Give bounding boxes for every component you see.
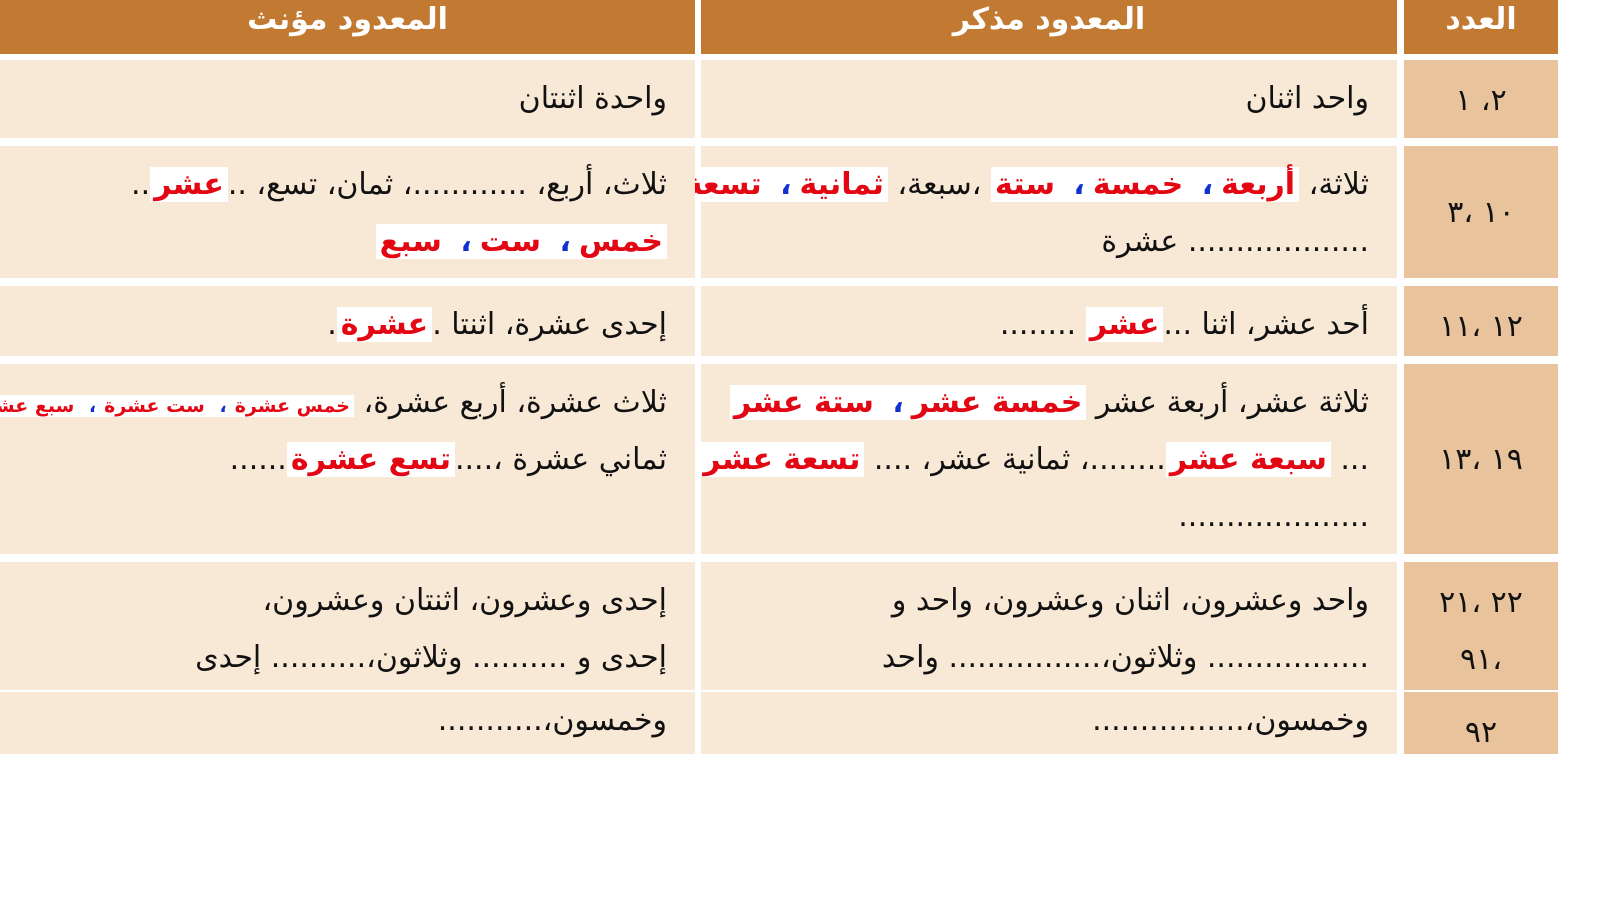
answer-highlight: ، <box>215 395 231 417</box>
text-line: إحدى و .......... وثلاثون،.......... إحد… <box>10 629 667 686</box>
answer-highlight: تسع عشرة <box>286 442 455 477</box>
text-segment: ثماني عشرة ،.... <box>454 442 667 477</box>
answer-highlight: ، <box>1197 167 1218 202</box>
number-value: ٢، ١ <box>1455 83 1507 118</box>
number-value: ٢٢ ،٢١ <box>1439 585 1523 620</box>
text-line: ثلاثة، أربعة، خمسة، ستة ،سبعة، ثمانية، ت… <box>671 156 1369 213</box>
text-line: إحدى عشرة، اثنتا .عشرة. <box>10 296 667 353</box>
number-value: ١٢ ،١١ <box>1439 309 1523 344</box>
number-value: ١٠ ،٣ <box>1447 194 1515 230</box>
number-cell: ١٩ ،١٣ <box>1404 364 1558 554</box>
number-cell: ٢٢ ،٢١ ،٩١ <box>1404 562 1558 690</box>
text-segment: إحدى عشرة، اثنتا . <box>432 307 667 342</box>
answer-highlight: ، <box>456 224 476 259</box>
number-value: ،٩١ <box>1460 642 1502 677</box>
answer-highlight: ست <box>475 224 556 259</box>
answer-highlight: عشر <box>1085 307 1164 342</box>
number-cell: ١٠ ،٣ <box>1404 146 1558 278</box>
text-segment: واحدة اثنتان <box>518 81 667 116</box>
answer-highlight: سبع عشرة <box>0 395 85 417</box>
text-line: ... سبعة عشر........، ثمانية عشر، .... ت… <box>699 431 1369 488</box>
text-segment: ...... <box>229 442 287 477</box>
text-segment: إحدى و .......... وثلاثون،.......... إحد… <box>195 640 667 675</box>
answer-highlight: ، <box>888 385 908 420</box>
text-segment: واحد اثنان <box>1245 81 1369 116</box>
text-line: ثلاثة عشر، أربعة عشر خمسة عشر، ستة عشر <box>711 374 1369 431</box>
answer-highlight: ستة <box>991 167 1070 202</box>
answer-highlight: سبع <box>375 224 457 259</box>
text-segment: ................. وثلاثون،..............… <box>881 640 1369 675</box>
header-masculine: المعدود مذكر <box>701 0 1397 54</box>
masculine-cell: واحد وعشرون، اثنان وعشرون، واحد و.......… <box>701 562 1397 690</box>
text-segment: ... <box>1330 442 1369 477</box>
text-segment: ،سبعة، <box>887 167 992 202</box>
masculine-cell: واحد اثنان <box>701 60 1397 138</box>
text-line: وخمسون،........... <box>10 692 667 749</box>
text-segment: .................... <box>1178 499 1369 534</box>
answer-highlight: تسعة <box>680 167 777 202</box>
text-line: ثلاث عشرة، أربع عشرة، خمس عشرة، ست عشرة،… <box>0 374 667 431</box>
masculine-cell: وخمسون،................ <box>701 692 1397 754</box>
masculine-cell: أحد عشر، اثنا ...عشر ........ <box>701 286 1397 356</box>
answer-highlight: خمس <box>574 224 667 259</box>
feminine-cell: واحدة اثنتان <box>0 60 695 138</box>
answer-highlight: أربعة <box>1217 167 1300 202</box>
answer-highlight: خمسة عشر <box>907 385 1087 420</box>
answer-highlight: ثمانية <box>795 167 888 202</box>
answer-highlight: ، <box>776 167 796 202</box>
number-cell: ٩٢ <box>1404 692 1558 754</box>
text-segment: ثلاث، أربع، ............، ثمان، تسع، .. <box>227 167 667 202</box>
text-segment: وخمسون،................ <box>1092 703 1369 738</box>
text-line: أحد عشر، اثنا ...عشر ........ <box>711 296 1369 353</box>
text-line: واحد اثنان <box>711 70 1369 127</box>
text-segment: ثلاثة، <box>1299 167 1369 202</box>
text-line: ثماني عشرة ،....تسع عشرة...... <box>10 431 667 488</box>
answer-highlight: ، <box>1069 167 1089 202</box>
answer-highlight: ستة عشر <box>729 385 889 420</box>
text-segment: .. <box>131 167 151 202</box>
feminine-cell: إحدى عشرة، اثنتا .عشرة. <box>0 286 695 356</box>
number-value: ١٩ ،١٣ <box>1439 441 1523 477</box>
answer-highlight: خمسة <box>1088 167 1198 202</box>
text-segment: ثلاث عشرة، أربع عشرة، <box>353 385 667 420</box>
answer-highlight: عشرة <box>336 307 433 342</box>
answer-highlight: ، <box>555 224 575 259</box>
masculine-cell: ثلاثة عشر، أربعة عشر خمسة عشر، ستة عشر..… <box>699 364 1397 554</box>
answer-highlight: عشر <box>150 167 228 202</box>
feminine-cell: ثلاث عشرة، أربع عشرة، خمس عشرة، ست عشرة،… <box>0 364 695 554</box>
text-segment: ........، ثمانية عشر، .... <box>864 442 1166 477</box>
text-segment: ................... عشرة <box>1101 224 1369 259</box>
text-segment: واحد وعشرون، اثنان وعشرون، واحد و <box>891 583 1369 618</box>
text-segment: أحد عشر، اثنا ... <box>1163 307 1369 342</box>
feminine-cell: ثلاث، أربع، ............، ثمان، تسع، ..ع… <box>0 146 695 278</box>
text-segment: ........ <box>999 307 1086 342</box>
text-segment: . <box>327 307 337 342</box>
feminine-cell: إحدى وعشرون، اثنتان وعشرون، إحدى و ......… <box>0 562 695 690</box>
header-feminine: المعدود مؤنث <box>0 0 695 54</box>
text-segment: إحدى وعشرون، اثنتان وعشرون، <box>262 583 668 618</box>
answer-highlight: خمس عشرة <box>230 395 354 417</box>
text-line: وخمسون،................ <box>711 692 1369 749</box>
text-line: واحد وعشرون، اثنان وعشرون، واحد و <box>711 572 1369 629</box>
answer-highlight: سبعة عشر <box>1165 442 1331 477</box>
text-line: ................. وثلاثون،..............… <box>711 629 1369 686</box>
text-segment: ثلاثة عشر، أربعة عشر <box>1086 385 1369 420</box>
feminine-cell: وخمسون،........... <box>0 692 695 754</box>
masculine-cell: ثلاثة، أربعة، خمسة، ستة ،سبعة، ثمانية، ت… <box>671 146 1397 278</box>
answer-highlight: تسعة عشر <box>699 442 865 477</box>
number-value: ٩٢ <box>1464 715 1498 750</box>
answer-highlight: ، <box>84 395 101 417</box>
text-line: إحدى وعشرون، اثنتان وعشرون، <box>10 572 668 629</box>
text-line: .................... <box>711 488 1369 545</box>
number-cell: ٢، ١ <box>1404 60 1558 138</box>
text-line: ثلاث، أربع، ............، ثمان، تسع، ..ع… <box>10 156 667 213</box>
header-number: العدد <box>1404 0 1558 54</box>
text-segment: وخمسون،........... <box>437 703 667 738</box>
number-cell: ١٢ ،١١ <box>1404 286 1558 356</box>
text-line: ................... عشرة <box>711 213 1369 270</box>
text-line: خمس، ست، سبع <box>10 213 667 270</box>
text-line: واحدة اثنتان <box>10 70 667 127</box>
answer-highlight: ست عشرة <box>100 395 216 417</box>
